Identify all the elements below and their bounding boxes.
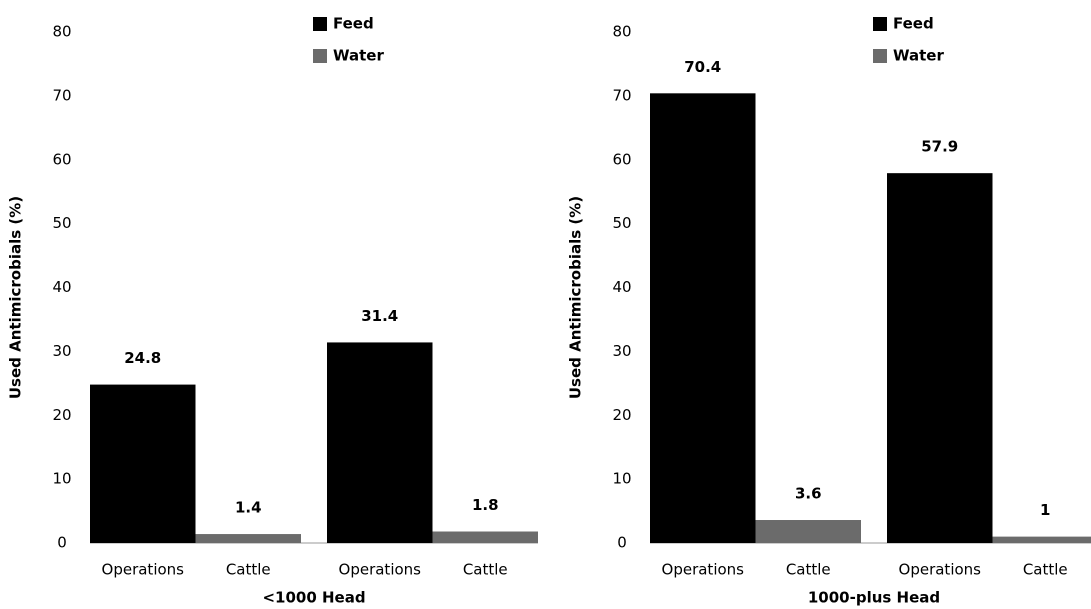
data-label: 57.9 — [921, 138, 958, 156]
data-label: 1.4 — [235, 499, 262, 517]
data-label: 1.8 — [472, 496, 499, 514]
y-tick-label: 0 — [617, 534, 627, 552]
legend-label: Water — [893, 47, 944, 65]
bar — [195, 534, 301, 543]
x-axis-title: 1000-plus Head — [808, 589, 940, 607]
legend-label: Feed — [893, 15, 934, 33]
y-tick-label: 40 — [612, 278, 631, 296]
legend-swatch — [313, 17, 327, 31]
y-tick-label: 50 — [52, 214, 71, 232]
y-axis-title: Used Antimicrobials (%) — [567, 196, 585, 399]
data-label: 3.6 — [795, 485, 822, 503]
y-tick-label: 70 — [612, 86, 631, 104]
y-tick-label: 20 — [612, 406, 631, 424]
x-tick-label: Operations — [662, 561, 745, 579]
bar — [755, 520, 861, 543]
legend-label: Feed — [333, 15, 374, 33]
x-tick-label: Cattle — [786, 561, 831, 579]
data-label: 70.4 — [684, 58, 721, 76]
y-tick-label: 0 — [57, 534, 67, 552]
data-label: 24.8 — [124, 349, 161, 367]
x-tick-label: Cattle — [463, 561, 508, 579]
x-tick-label: Operations — [899, 561, 982, 579]
x-tick-label: Cattle — [226, 561, 271, 579]
y-tick-label: 30 — [52, 342, 71, 360]
bar — [650, 93, 756, 543]
x-tick-label: Operations — [102, 561, 185, 579]
x-tick-label: Cattle — [1023, 561, 1068, 579]
bar — [327, 342, 433, 543]
legend-swatch — [873, 49, 887, 63]
data-label: 31.4 — [361, 307, 398, 325]
y-axis-title: Used Antimicrobials (%) — [7, 196, 25, 399]
legend-label: Water — [333, 47, 384, 65]
legend-swatch — [873, 17, 887, 31]
bar — [90, 384, 196, 543]
y-tick-label: 60 — [52, 150, 71, 168]
y-tick-label: 20 — [52, 406, 71, 424]
y-tick-label: 50 — [612, 214, 631, 232]
data-label: 1 — [1040, 501, 1050, 519]
x-tick-label: Operations — [339, 561, 422, 579]
y-tick-label: 80 — [612, 23, 631, 41]
y-tick-label: 10 — [52, 470, 71, 488]
x-axis-title: <1000 Head — [262, 589, 365, 607]
legend-swatch — [313, 49, 327, 63]
y-tick-label: 30 — [612, 342, 631, 360]
y-tick-label: 10 — [612, 470, 631, 488]
y-tick-label: 40 — [52, 278, 71, 296]
bar — [887, 173, 993, 543]
bar — [992, 536, 1091, 543]
y-tick-label: 60 — [612, 150, 631, 168]
y-tick-label: 80 — [52, 23, 71, 41]
bar — [432, 531, 538, 543]
y-tick-label: 70 — [52, 86, 71, 104]
